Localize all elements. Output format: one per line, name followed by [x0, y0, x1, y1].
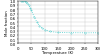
X-axis label: Temperature (K): Temperature (K): [42, 50, 74, 54]
Y-axis label: Mole fraction: Mole fraction: [5, 10, 9, 35]
